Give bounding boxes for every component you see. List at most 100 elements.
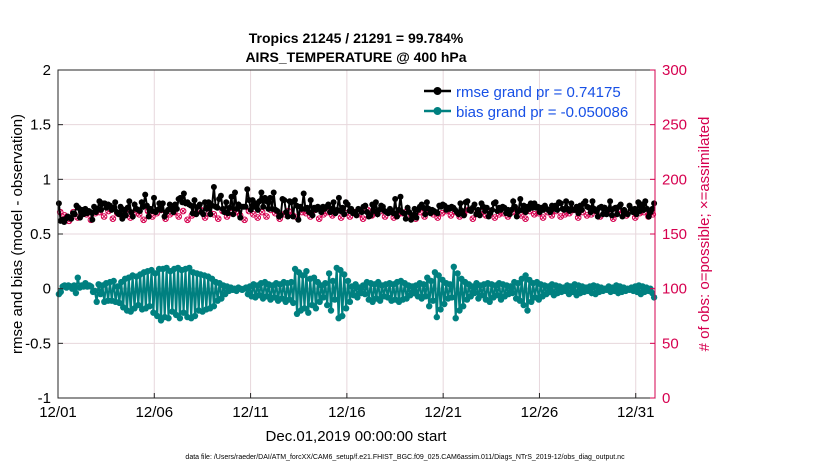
rmse-point-196 bbox=[401, 210, 407, 217]
obs-possible-106 bbox=[522, 215, 529, 222]
bias-point-138 bbox=[316, 298, 323, 305]
legend: rmse grand pr = 0.74175 bias grand pr = … bbox=[424, 84, 628, 121]
y-tick-label-1: -0.5 bbox=[25, 335, 51, 352]
rmse-series bbox=[55, 184, 658, 225]
rmse-point-164 bbox=[344, 201, 351, 208]
bias-point-52 bbox=[154, 312, 161, 320]
rmse-point-67 bbox=[173, 205, 180, 212]
y-tick-label-2: 0 bbox=[43, 281, 51, 298]
rmse-point-243 bbox=[483, 204, 490, 211]
rmse-point-262 bbox=[517, 196, 524, 202]
rmse-point-323 bbox=[624, 211, 631, 218]
rmse-point-144 bbox=[309, 212, 316, 219]
y2-tick-label-1: 50 bbox=[662, 335, 679, 352]
bias-point-214 bbox=[460, 303, 467, 310]
rmse-point-136 bbox=[295, 216, 302, 223]
bias-series bbox=[55, 263, 658, 324]
bias-point-224 bbox=[478, 292, 486, 299]
obs-assimilated-86 bbox=[435, 215, 441, 221]
obs-possible-64 bbox=[337, 214, 345, 221]
bias-point-162 bbox=[361, 290, 369, 298]
rmse-point-317 bbox=[614, 211, 621, 218]
rmse-point-71 bbox=[180, 190, 187, 197]
rmse-point-246 bbox=[489, 206, 496, 213]
rmse-point-46 bbox=[136, 208, 143, 214]
rmse-point-75 bbox=[188, 202, 194, 209]
obs-assimilated-45 bbox=[255, 215, 261, 221]
rmse-point-169 bbox=[353, 212, 360, 219]
rmse-point-103 bbox=[237, 214, 244, 221]
obs-assimilated-36 bbox=[215, 216, 221, 222]
rmse-point-203 bbox=[413, 214, 420, 221]
bias-point-170 bbox=[376, 297, 384, 304]
rmse-point-319 bbox=[617, 201, 624, 208]
rmse-point-299 bbox=[582, 198, 589, 205]
bias-point-48 bbox=[146, 303, 153, 310]
bias-point-135 bbox=[310, 274, 318, 281]
rmse-point-133 bbox=[290, 213, 297, 220]
rmse-point-260 bbox=[513, 213, 520, 220]
obs-possible-10 bbox=[100, 213, 108, 220]
rmse-point-96 bbox=[224, 210, 231, 217]
bias-point-130 bbox=[301, 305, 308, 312]
obs-possible-44 bbox=[250, 211, 257, 218]
x-tick-label-1: 12/06 bbox=[136, 404, 174, 421]
obs-assimilated-44 bbox=[250, 211, 256, 217]
bias-point-143 bbox=[325, 270, 333, 277]
bias-point-210 bbox=[452, 315, 459, 322]
obs-assimilated-110 bbox=[540, 215, 546, 221]
legend-bias-marker bbox=[433, 107, 442, 115]
bias-point-197 bbox=[427, 277, 435, 285]
bias-point-123 bbox=[288, 278, 295, 286]
obs-assimilated-115 bbox=[562, 211, 568, 217]
rmse-point-100 bbox=[232, 189, 238, 196]
rmse-point-236 bbox=[471, 201, 478, 208]
y-axis-label: rmse and bias (model - observation) bbox=[9, 114, 26, 354]
bias-point-194 bbox=[422, 293, 429, 300]
y2-tick-label-0: 0 bbox=[662, 390, 670, 407]
rmse-point-19 bbox=[89, 216, 96, 223]
bias-point-140 bbox=[320, 294, 327, 301]
obs-assimilated-94 bbox=[470, 216, 476, 222]
y-tick-label-0: -1 bbox=[38, 390, 51, 407]
bias-point-208 bbox=[448, 294, 456, 301]
rmse-point-18 bbox=[87, 209, 94, 216]
rmse-point-313 bbox=[607, 198, 614, 205]
bias-point-69 bbox=[186, 264, 193, 272]
rmse-point-156 bbox=[330, 199, 337, 206]
bias-point-204 bbox=[441, 300, 448, 308]
bias-point-196 bbox=[426, 303, 433, 310]
rmse-point-337 bbox=[649, 205, 656, 212]
rmse-point-174 bbox=[362, 202, 369, 209]
bias-point-220 bbox=[471, 289, 478, 297]
bias-point-66 bbox=[180, 309, 187, 316]
rmse-point-283 bbox=[554, 206, 561, 213]
x-tick-label-6: 12/31 bbox=[617, 404, 655, 421]
chart-subtitle: AIRS_TEMPERATURE @ 400 hPa bbox=[245, 49, 466, 65]
bias-point-124 bbox=[290, 299, 297, 307]
rmse-point-34 bbox=[115, 211, 122, 218]
bias-point-193 bbox=[420, 281, 427, 288]
rmse-point-159 bbox=[335, 194, 342, 201]
obs-possible-99 bbox=[491, 214, 499, 221]
bias-point-207 bbox=[446, 281, 454, 288]
bias-point-142 bbox=[324, 301, 331, 309]
bias-line bbox=[58, 266, 656, 321]
rmse-point-285 bbox=[557, 200, 564, 207]
rmse-point-0 bbox=[55, 200, 62, 207]
x-tick-label-4: 12/21 bbox=[424, 404, 462, 421]
bias-point-248 bbox=[524, 307, 531, 314]
obs-assimilated-118 bbox=[575, 215, 581, 221]
bias-point-145 bbox=[329, 277, 337, 285]
bias-point-151 bbox=[341, 271, 348, 278]
bias-point-153 bbox=[344, 277, 352, 285]
obs-assimilated-27 bbox=[176, 213, 182, 220]
x-tick-label-0: 12/01 bbox=[39, 404, 77, 421]
legend-bias-label: bias grand pr = -0.050086 bbox=[456, 104, 628, 121]
bias-point-64 bbox=[176, 315, 184, 322]
bias-point-201 bbox=[435, 272, 442, 279]
rmse-point-31 bbox=[110, 204, 117, 211]
rmse-point-98 bbox=[228, 193, 235, 200]
rmse-point-230 bbox=[460, 212, 467, 219]
